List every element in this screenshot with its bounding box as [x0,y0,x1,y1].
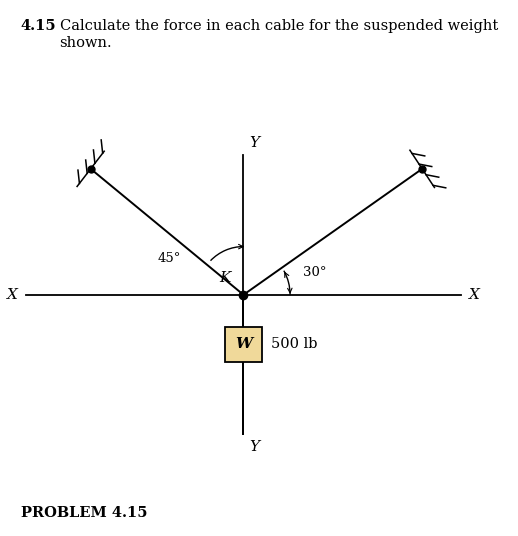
Text: Y: Y [250,440,260,453]
Text: X: X [7,288,18,302]
Text: 30°: 30° [303,266,326,279]
Text: Y: Y [250,136,260,150]
Text: PROBLEM 4.15: PROBLEM 4.15 [21,506,147,520]
Text: W: W [235,337,252,352]
Text: Calculate the force in each cable for the suspended weight: Calculate the force in each cable for th… [60,19,498,33]
Text: 500 lb: 500 lb [271,337,318,352]
Bar [225,327,262,362]
Text: K: K [219,271,231,285]
Text: 4.15: 4.15 [21,19,56,33]
Text: 45°: 45° [158,252,181,265]
Text: shown.: shown. [60,36,112,50]
Text: X: X [469,288,480,302]
